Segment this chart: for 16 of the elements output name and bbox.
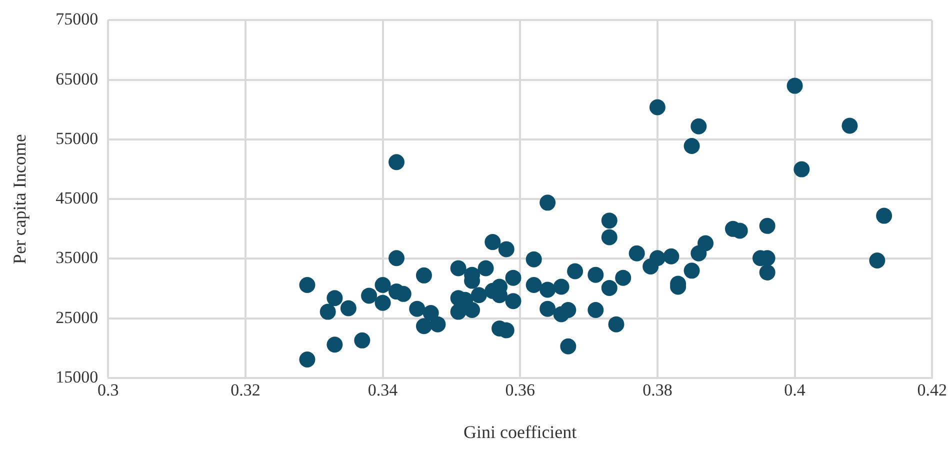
x-tick-label: 0.38 <box>642 380 672 400</box>
y-tick-label: 75000 <box>56 10 98 29</box>
y-tick-label: 15000 <box>56 367 98 386</box>
x-tick-label: 0.34 <box>368 380 398 400</box>
x-tick-label: 0.36 <box>505 380 535 400</box>
x-axis-title: Gini coefficient <box>464 422 577 442</box>
y-tick-label: 65000 <box>56 69 98 88</box>
x-tick-label: 0.4 <box>784 380 806 400</box>
y-axis-title: Per capita Income <box>10 134 30 264</box>
y-tick-label: 25000 <box>56 308 98 327</box>
y-tick-label: 55000 <box>56 128 98 148</box>
y-tick-label: 45000 <box>56 188 98 208</box>
x-tick-label: 0.3 <box>97 380 119 400</box>
x-tick-label: 0.32 <box>230 380 260 400</box>
y-tick-label: 35000 <box>56 248 98 268</box>
x-tick-label: 0.42 <box>917 380 947 400</box>
